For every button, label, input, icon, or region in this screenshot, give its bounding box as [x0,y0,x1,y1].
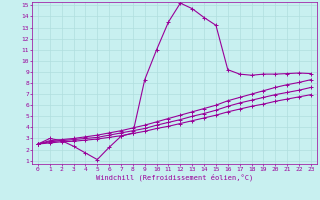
X-axis label: Windchill (Refroidissement éolien,°C): Windchill (Refroidissement éolien,°C) [96,173,253,181]
